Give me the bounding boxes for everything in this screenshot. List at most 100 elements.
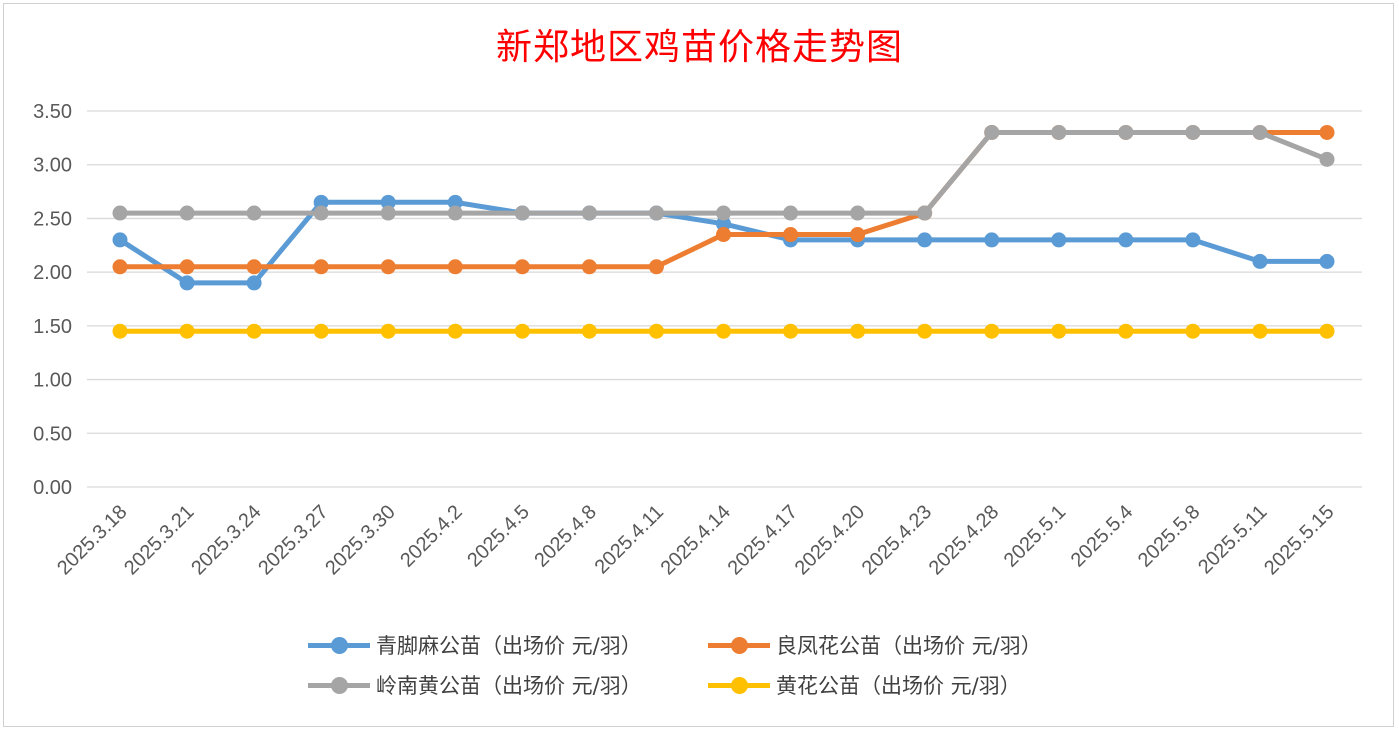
legend-marker-series-2 xyxy=(731,637,748,654)
data-point xyxy=(1118,232,1134,248)
data-point xyxy=(380,259,396,275)
data-point xyxy=(716,216,731,232)
data-point xyxy=(313,323,329,339)
x-tick-label: 2025.4.14 xyxy=(657,501,735,579)
y-axis-labels: 0.00 0.50 1.00 1.50 2.00 2.50 3.00 3.50 xyxy=(33,101,72,499)
series-3 xyxy=(112,124,1335,221)
data-point xyxy=(1252,124,1268,140)
legend-label-series-1: 青脚麻公苗（出场价 元/羽） xyxy=(376,634,642,658)
data-point xyxy=(1185,124,1201,140)
legend-item-series-1: 青脚麻公苗（出场价 元/羽） xyxy=(308,628,642,662)
data-point xyxy=(1185,323,1201,339)
data-point xyxy=(313,205,329,221)
data-point xyxy=(1051,124,1067,140)
data-point xyxy=(380,323,396,339)
data-point xyxy=(850,323,866,339)
series-line xyxy=(117,130,1330,270)
series-2 xyxy=(112,124,1335,275)
data-point xyxy=(112,259,128,275)
data-point xyxy=(447,323,463,339)
data-point xyxy=(581,259,597,275)
data-point xyxy=(1118,323,1134,339)
data-point xyxy=(514,205,530,221)
chart-frame xyxy=(3,3,1394,727)
data-point xyxy=(1118,124,1134,140)
chart-title: 新郑地区鸡苗价格走势图 xyxy=(495,27,903,68)
legend-swatch-series-3 xyxy=(308,675,370,695)
legend-label-series-2: 良凤花公苗（出场价 元/羽） xyxy=(776,634,1042,658)
legend-swatch-series-4 xyxy=(708,675,770,695)
legend-swatch-series-1 xyxy=(308,635,370,655)
data-point xyxy=(783,227,799,243)
data-point xyxy=(179,205,195,221)
series-1 xyxy=(112,194,1335,291)
x-tick-label: 2025.3.30 xyxy=(321,501,399,579)
data-point xyxy=(581,205,597,221)
data-point xyxy=(1252,253,1268,269)
x-tick-label: 2025.4.11 xyxy=(591,501,668,578)
data-point xyxy=(1252,323,1268,339)
x-tick-label: 2025.5.1 xyxy=(1000,501,1071,572)
legend-marker-series-3 xyxy=(331,677,348,694)
data-point xyxy=(1319,124,1335,140)
data-point xyxy=(447,194,463,210)
x-tick-label: 2025.4.28 xyxy=(925,501,1003,579)
x-tick-label: 2025.3.24 xyxy=(187,501,265,579)
data-point xyxy=(246,259,262,275)
y-tick-label: 2.50 xyxy=(33,208,72,230)
x-tick-label: 2025.4.17 xyxy=(724,501,802,579)
data-point xyxy=(313,194,329,210)
x-tick-label: 2025.5.8 xyxy=(1134,501,1205,572)
data-point xyxy=(581,323,597,339)
data-point xyxy=(716,205,731,221)
x-tick-label: 2025.4.20 xyxy=(791,501,869,579)
legend-marker-series-1 xyxy=(331,637,348,654)
data-point xyxy=(917,232,933,248)
data-point xyxy=(984,232,1000,248)
data-point xyxy=(179,323,195,339)
data-point xyxy=(514,259,530,275)
data-point xyxy=(917,205,933,221)
series-4 xyxy=(112,323,1335,339)
data-point xyxy=(917,323,933,339)
legend-label-series-3: 岭南黄公苗（出场价 元/羽） xyxy=(376,674,642,698)
x-tick-label: 2025.4.5 xyxy=(463,501,534,572)
x-tick-label: 2025.3.27 xyxy=(254,501,332,579)
y-tick-label: 3.00 xyxy=(33,155,72,177)
data-point xyxy=(246,275,262,291)
data-point xyxy=(716,227,731,243)
x-tick-label: 2025.5.15 xyxy=(1260,501,1338,579)
x-tick-label: 2025.4.8 xyxy=(530,501,601,572)
y-tick-label: 1.00 xyxy=(33,370,72,392)
data-point xyxy=(380,205,396,221)
data-point xyxy=(447,205,463,221)
data-point xyxy=(447,259,463,275)
data-point xyxy=(1319,151,1335,167)
data-point xyxy=(716,323,731,339)
x-tick-label: 2025.5.11 xyxy=(1194,501,1271,578)
data-point xyxy=(783,205,799,221)
data-point xyxy=(246,205,262,221)
legend-item-series-4: 黄花公苗（出场价 元/羽） xyxy=(708,668,1021,702)
legend-marker-series-4 xyxy=(731,677,748,694)
data-point xyxy=(514,323,530,339)
x-tick-label: 2025.4.2 xyxy=(396,501,467,572)
data-point xyxy=(246,323,262,339)
data-point xyxy=(112,232,128,248)
y-tick-label: 0.00 xyxy=(33,477,72,499)
legend-swatch-series-2 xyxy=(708,635,770,655)
y-tick-label: 3.50 xyxy=(33,101,72,123)
data-point xyxy=(984,124,1000,140)
y-tick-label: 2.00 xyxy=(33,262,72,284)
data-point xyxy=(179,259,195,275)
series-line xyxy=(117,130,1330,216)
x-axis-labels: 2025.3.182025.3.212025.3.242025.3.272025… xyxy=(53,501,1338,579)
legend-item-series-2: 良凤花公苗（出场价 元/羽） xyxy=(708,628,1042,662)
x-tick-label: 2025.5.4 xyxy=(1067,501,1138,572)
data-point xyxy=(1185,232,1201,248)
x-tick-label: 2025.3.21 xyxy=(120,501,198,579)
legend-label-series-4: 黄花公苗（出场价 元/羽） xyxy=(776,674,1021,698)
data-point xyxy=(984,323,1000,339)
data-point xyxy=(1051,232,1067,248)
